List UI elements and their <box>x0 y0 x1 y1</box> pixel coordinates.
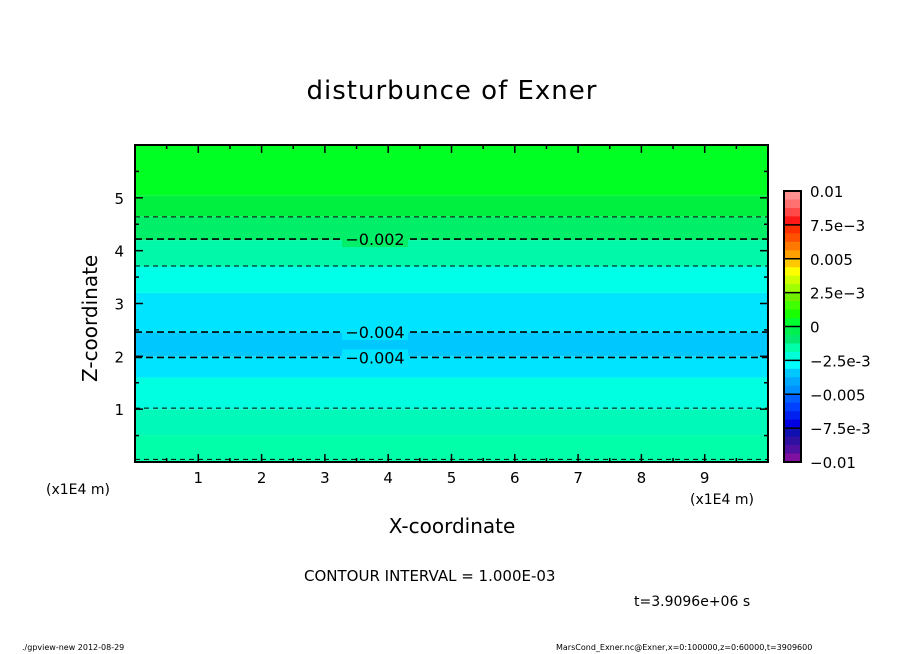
colorbar-swatch <box>784 428 801 438</box>
x-tick-label: 2 <box>257 469 267 487</box>
colorbar-swatch <box>784 343 801 353</box>
colorbar-frame <box>783 190 802 463</box>
colorbar-swatch <box>784 309 801 319</box>
x-tick-label: 7 <box>573 469 583 487</box>
y-tick-label: 1 <box>114 401 124 419</box>
colorbar-label: 2.5e−3 <box>810 285 865 303</box>
x-tick-label: 8 <box>637 469 647 487</box>
colorbar-swatch <box>784 334 801 344</box>
colorbar-swatch <box>784 326 801 336</box>
x-unit-label: (x1E4 m) <box>690 492 754 508</box>
contour-label-bg <box>342 324 408 341</box>
x-tick-label: 5 <box>447 469 457 487</box>
colorbar-swatch <box>784 445 801 455</box>
y-tick-label: 2 <box>114 348 124 366</box>
colorbar-swatch <box>784 394 801 404</box>
y-unit-label: (x1E4 m) <box>46 482 110 498</box>
colorbar-swatch <box>784 402 801 412</box>
colorbar-label: 0.005 <box>810 251 853 269</box>
contour-band <box>135 240 768 267</box>
y-tick-label: 4 <box>114 243 124 261</box>
colorbar-swatch <box>784 419 801 429</box>
contour-band <box>135 292 768 333</box>
y-tick-label: 3 <box>114 296 124 314</box>
colorbar-swatch <box>784 233 801 243</box>
contour-band <box>135 266 768 293</box>
x-tick-label: 1 <box>194 469 204 487</box>
x-axis-label: X-coordinate <box>388 514 516 538</box>
colorbar-label: −0.005 <box>810 386 866 404</box>
contour-label: −0.004 <box>345 348 404 367</box>
colorbar-swatch <box>784 436 801 446</box>
footer-right: MarsCond_Exner.nc@Exner,x=0:100000,z=0:6… <box>556 643 813 652</box>
colorbar-swatch <box>784 199 801 209</box>
contour-band <box>135 145 768 196</box>
contour-label-bg <box>342 349 408 366</box>
contour-label: −0.004 <box>345 323 404 342</box>
contour-band <box>135 332 768 357</box>
contour-interval: CONTOUR INTERVAL = 1.000E-03 <box>304 567 556 585</box>
colorbar-label: −2.5e-3 <box>810 352 871 370</box>
y-axis-label: Z-coordinate <box>78 254 102 382</box>
colorbar-swatch <box>784 385 801 395</box>
colorbar-swatch <box>784 191 801 200</box>
contour-band <box>135 195 768 217</box>
colorbar-swatch <box>784 360 801 370</box>
colorbar-label: −7.5e-3 <box>810 420 871 438</box>
contour-label-bg <box>342 231 408 248</box>
colorbar-swatch <box>784 411 801 421</box>
colorbar-label: 0 <box>810 319 820 337</box>
colorbar-swatch <box>784 207 801 217</box>
colorbar-swatch <box>784 377 801 387</box>
colorbar-swatch <box>784 224 801 234</box>
colorbar-label: 0.01 <box>810 183 843 201</box>
colorbar-swatch <box>784 258 801 268</box>
colorbar-label: 7.5e−3 <box>810 217 865 235</box>
colorbar-swatch <box>784 292 801 302</box>
y-tick-label: 5 <box>114 190 124 208</box>
colorbar-swatch <box>784 318 801 327</box>
time-label: t=3.9096e+06 s <box>634 594 751 610</box>
contour-band <box>135 216 768 241</box>
colorbar-swatch <box>784 216 801 226</box>
contour-band <box>135 409 768 436</box>
x-tick-label: 9 <box>700 469 710 487</box>
colorbar-swatch <box>784 241 801 251</box>
colorbar-swatch <box>784 284 801 294</box>
colorbar-swatch <box>784 275 801 285</box>
x-tick-label: 3 <box>320 469 330 487</box>
contour-band <box>135 377 768 410</box>
chart-title: disturbunce of Exner <box>306 76 598 106</box>
colorbar-swatch <box>784 301 801 311</box>
contour-label: −0.002 <box>345 230 404 249</box>
colorbar-swatch <box>784 250 801 260</box>
colorbar-swatch <box>784 453 801 463</box>
colorbar-swatch <box>784 351 801 361</box>
contour-band <box>135 356 768 378</box>
colorbar-swatch <box>784 267 801 277</box>
footer-left: ./gpview-new 2012-08-29 <box>22 643 125 652</box>
x-tick-label: 4 <box>383 469 393 487</box>
x-tick-label: 6 <box>510 469 520 487</box>
colorbar-swatch <box>784 368 801 378</box>
colorbar-label: −0.01 <box>810 454 856 472</box>
